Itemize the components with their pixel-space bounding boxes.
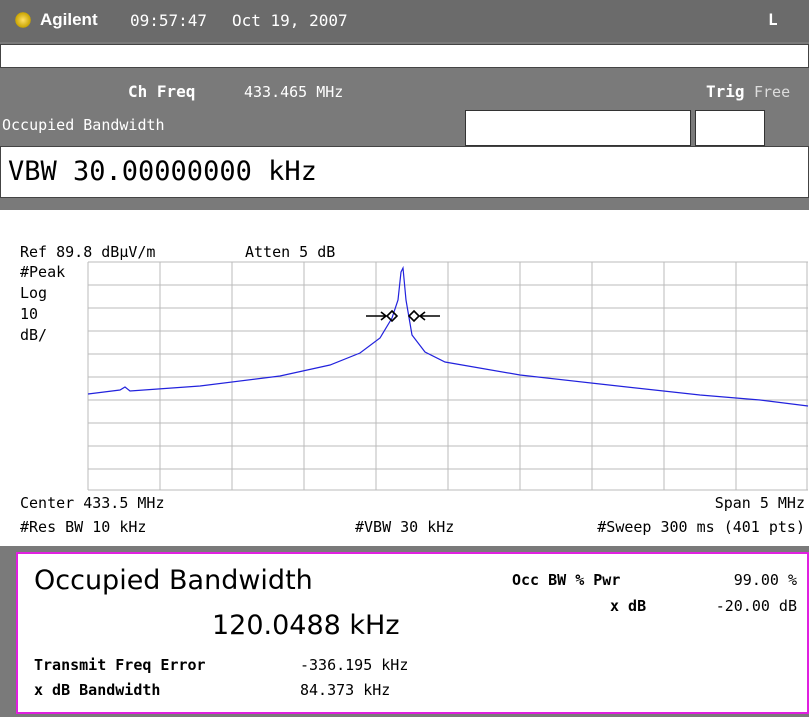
time: 09:57:47 [130, 11, 208, 30]
date: Oct 19, 2007 [232, 11, 348, 30]
center-freq: Center 433.5 MHz [20, 494, 165, 512]
message-bar [0, 44, 809, 68]
ref-level: Ref 89.8 dBµV/m [20, 243, 156, 261]
ch-freq-label: Ch Freq [128, 82, 196, 101]
detector: #Peak [20, 263, 66, 281]
brand: Agilent [40, 10, 98, 29]
freq-error-label: Transmit Freq Error [34, 656, 206, 674]
status-box [465, 110, 691, 146]
span: Span 5 MHz [714, 494, 805, 512]
measurement: Occupied Bandwidth [2, 116, 165, 134]
occupied-bw-markers [366, 309, 440, 323]
scale-unit: dB/ [20, 326, 48, 344]
results-title: Occupied Bandwidth [34, 565, 313, 596]
top-bar [0, 0, 809, 42]
xdb-bw-label: x dB Bandwidth [34, 681, 161, 699]
active-function: VBW 30.00000000 kHz [8, 156, 317, 187]
grid [87, 261, 808, 491]
mode: L [768, 10, 778, 29]
results-panel [16, 552, 809, 714]
vbw: #VBW 30 kHz [355, 518, 455, 536]
occ-bw-pwr-label: Occ BW % Pwr [512, 571, 621, 589]
scale-value: 10 [20, 305, 39, 323]
occupied-bw: 120.0488 kHz [212, 610, 400, 641]
occ-bw-pwr-value: 99.00 % [733, 571, 797, 589]
xdb-value: -20.00 dB [715, 597, 797, 615]
freq-error-value: -336.195 kHz [300, 656, 409, 674]
ch-freq-value: 433.465 MHz [244, 83, 344, 101]
res-bw: #Res BW 10 kHz [20, 518, 147, 536]
scale-type: Log [20, 284, 48, 302]
trig-label: Trig [706, 82, 745, 101]
xdb-bw-value: 84.373 kHz [300, 681, 391, 699]
status-box [695, 110, 765, 146]
attenuation: Atten 5 dB [245, 243, 336, 261]
logo [14, 11, 32, 29]
active-function-box [0, 146, 809, 198]
trig-value: Free [754, 83, 791, 101]
xdb-label: x dB [610, 597, 647, 615]
sweep: #Sweep 300 ms (401 pts) [597, 518, 805, 536]
trace [87, 265, 809, 407]
